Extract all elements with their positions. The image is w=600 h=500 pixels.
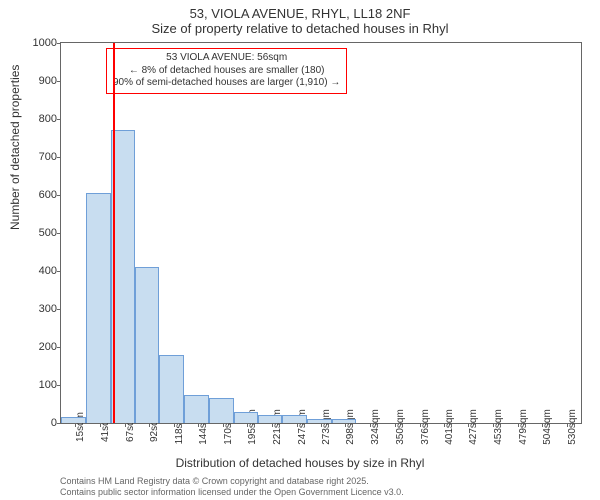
x-tick-label: 427sqm (468, 409, 479, 445)
histogram-bar (332, 419, 356, 423)
x-tick-label: 479sqm (518, 409, 529, 445)
y-tick-mark (57, 423, 61, 424)
histogram-bar (307, 419, 332, 423)
attribution-line1: Contains HM Land Registry data © Crown c… (60, 476, 404, 487)
x-tick-label: 324sqm (370, 409, 381, 445)
callout-line1: 53 VIOLA AVENUE: 56sqm (113, 52, 340, 65)
histogram-bar (184, 395, 209, 424)
callout-box: 53 VIOLA AVENUE: 56sqm ← 8% of detached … (106, 48, 347, 94)
histogram-bar (61, 417, 86, 423)
y-tick-mark (57, 43, 61, 44)
y-tick-mark (57, 347, 61, 348)
chart-container: 53, VIOLA AVENUE, RHYL, LL18 2NF Size of… (0, 0, 600, 500)
y-tick-mark (57, 81, 61, 82)
x-tick-label: 350sqm (395, 409, 406, 445)
histogram-bar (159, 355, 184, 423)
x-tick-label: 273sqm (321, 409, 332, 445)
x-axis-label: Distribution of detached houses by size … (0, 456, 600, 470)
y-axis-label: Number of detached properties (8, 65, 22, 230)
attribution: Contains HM Land Registry data © Crown c… (60, 476, 404, 498)
chart-title-line2: Size of property relative to detached ho… (0, 21, 600, 40)
marker-line (113, 43, 115, 423)
y-tick-mark (57, 385, 61, 386)
histogram-bar (282, 415, 307, 423)
y-tick-mark (57, 157, 61, 158)
chart-plot-area: 53 VIOLA AVENUE: 56sqm ← 8% of detached … (60, 42, 582, 424)
x-tick-label: 530sqm (567, 409, 578, 445)
callout-line2: ← 8% of detached houses are smaller (180… (113, 65, 340, 78)
x-tick-label: 376sqm (420, 409, 431, 445)
y-tick-mark (57, 233, 61, 234)
x-tick-label: 401sqm (444, 409, 455, 445)
histogram-bar (234, 412, 258, 423)
attribution-line2: Contains public sector information licen… (60, 487, 404, 498)
x-tick-label: 298sqm (345, 409, 356, 445)
x-tick-label: 504sqm (542, 409, 553, 445)
histogram-bar (209, 398, 234, 423)
histogram-bar (258, 415, 283, 423)
callout-line3: 90% of semi-detached houses are larger (… (113, 77, 340, 90)
y-tick-mark (57, 195, 61, 196)
y-tick-mark (57, 309, 61, 310)
y-tick-mark (57, 119, 61, 120)
y-tick-mark (57, 271, 61, 272)
histogram-bar (135, 267, 159, 423)
chart-title-line1: 53, VIOLA AVENUE, RHYL, LL18 2NF (0, 0, 600, 21)
x-tick-label: 453sqm (493, 409, 504, 445)
histogram-bar (86, 193, 111, 423)
